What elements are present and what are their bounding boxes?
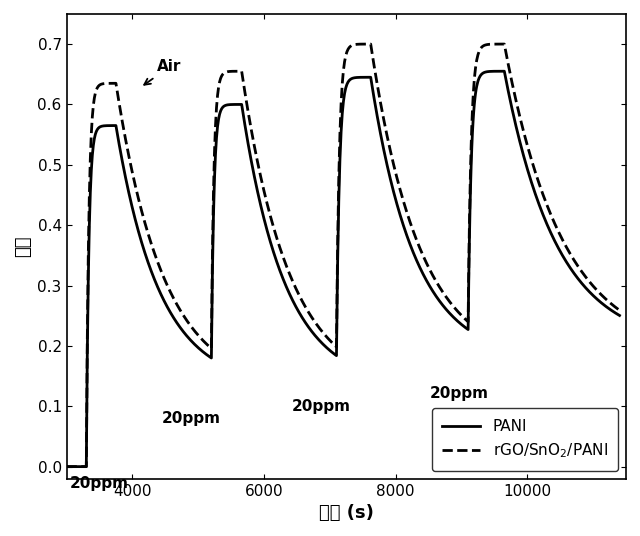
PANI: [500, 68, 508, 75]
PANI: [63, 464, 70, 470]
Line: rGO/SnO$_2$/PANI: rGO/SnO$_2$/PANI: [67, 44, 620, 467]
PANI: [210, 193, 218, 199]
rGO/SnO$_2$/PANI: [610, 303, 618, 309]
Text: 20ppm: 20ppm: [162, 411, 221, 426]
Text: Air: Air: [144, 59, 182, 85]
rGO/SnO$_2$/PANI: [188, 324, 195, 330]
Legend: PANI, rGO/SnO$_2$/PANI: PANI, rGO/SnO$_2$/PANI: [431, 408, 618, 471]
Text: 20ppm: 20ppm: [70, 477, 129, 492]
Y-axis label: 应响: 应响: [14, 235, 32, 257]
PANI: [610, 309, 618, 315]
rGO/SnO$_2$/PANI: [525, 146, 532, 153]
Text: 20ppm: 20ppm: [292, 399, 351, 414]
rGO/SnO$_2$/PANI: [467, 142, 475, 148]
X-axis label: 时间 (s): 时间 (s): [319, 504, 374, 522]
Text: 20ppm: 20ppm: [429, 386, 488, 401]
rGO/SnO$_2$/PANI: [616, 307, 623, 314]
rGO/SnO$_2$/PANI: [63, 464, 70, 470]
PANI: [467, 183, 474, 189]
PANI: [525, 170, 532, 176]
Line: PANI: PANI: [67, 71, 620, 467]
rGO/SnO$_2$/PANI: [294, 288, 301, 295]
PANI: [188, 338, 195, 344]
rGO/SnO$_2$/PANI: [367, 41, 374, 47]
PANI: [294, 306, 301, 312]
rGO/SnO$_2$/PANI: [210, 168, 218, 175]
PANI: [616, 312, 623, 319]
